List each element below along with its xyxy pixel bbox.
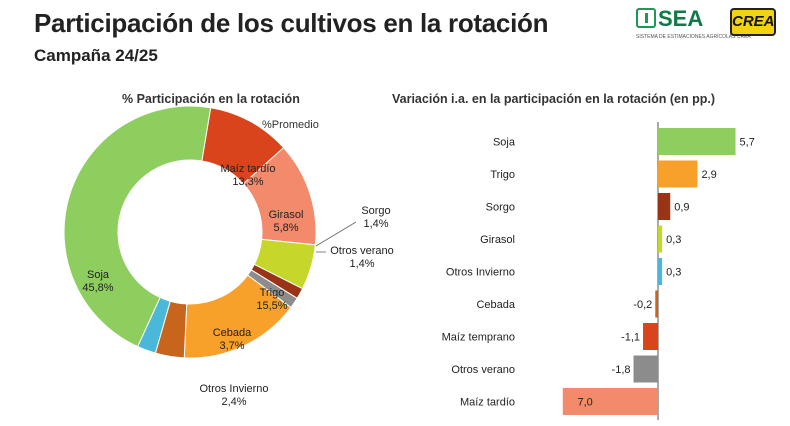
page-title: Participación de los cultivos en la rota… (34, 8, 549, 38)
bar-category-trigo: Trigo (490, 169, 515, 181)
bar-category-soja: Soja (493, 137, 516, 149)
bar-otros-invierno (658, 258, 663, 285)
bar-maiz-tardio (562, 388, 658, 415)
bar-otros-verano (633, 355, 658, 383)
donut-label-name-girasol: Girasol (269, 209, 304, 221)
bar-value-maiz-tardio: 7,0 (578, 397, 593, 409)
donut-label-value-otros-verano: 1,4% (349, 258, 374, 270)
bar-value-cebada: -0,2 (633, 299, 652, 311)
donut-label-value-sorgo: 1,4% (363, 218, 388, 230)
donut-label-name-cebada: Cebada (213, 327, 252, 339)
bar-trigo (658, 160, 698, 188)
crea-logo: CREA (730, 8, 776, 36)
bar-value-soja: 5,7 (740, 137, 755, 149)
donut-label-name-otros-verano: Otros verano (330, 245, 394, 257)
donut-label-value-maiz-tardio: 13,3% (232, 176, 263, 188)
donut-label-value-maiz-temprano: 10,7% (156, 165, 187, 177)
donut-label-value-trigo: 15,5% (256, 300, 287, 312)
bar-category-otros-invierno: Otros Invierno (446, 267, 515, 279)
bar-category-cebada: Cebada (476, 299, 515, 311)
bar-category-maiz-tardio: Maíz tardío (460, 397, 515, 409)
bar-maiz-temprano (643, 323, 658, 350)
donut-legend-note: %Promedio (262, 119, 319, 131)
bar-value-sorgo: 0,9 (674, 202, 689, 214)
bar-value-otros-invierno: 0,3 (666, 267, 681, 279)
donut-slice-soja (63, 105, 212, 348)
donut-chart: Maíztemprano10,7%Maíz tardío13,3%Girasol… (63, 105, 394, 408)
donut-label-value-cebada: 3,7% (219, 340, 244, 352)
bar-value-girasol: 0,3 (666, 234, 681, 246)
bar-value-otros-verano: -1,8 (612, 364, 631, 376)
bar-soja (658, 128, 736, 155)
bar-chart: Soja 5,7 Trigo 2,9 Sorgo 0,9 Girasol 0,3 Otros I… (442, 122, 755, 420)
bar-value-maiz-temprano: -1,1 (621, 332, 640, 344)
bar-chart-title: Variación i.a. en la participación en la… (392, 92, 715, 106)
bar-category-girasol: Girasol (480, 234, 515, 246)
page-subtitle: Campaña 24/25 (34, 46, 158, 65)
donut-label-value-otros-invierno: 2,4% (221, 396, 246, 408)
bar-category-maiz-temprano: Maíz temprano (442, 332, 515, 344)
donut-label-value-soja: 45,8% (82, 282, 113, 294)
donut-label-name-sorgo: Sorgo (361, 205, 390, 217)
sea-logo-icon (636, 8, 656, 28)
donut-label-name-otros-invierno: Otros Invierno (199, 383, 268, 395)
leader-line-sorgo (315, 221, 357, 247)
sea-logo-tagline: SISTEMA DE ESTIMACIONES AGRÍCOLAS CREA (636, 34, 751, 40)
sea-logo: SEA SISTEMA DE ESTIMACIONES AGRÍCOLAS CR… (636, 6, 751, 46)
bar-girasol (658, 225, 663, 253)
donut-chart-title: % Participación en la rotación (122, 92, 300, 106)
bar-cebada (655, 290, 658, 318)
bar-category-otros-verano: Otros verano (451, 364, 515, 376)
donut-label-name-soja: Soja (87, 269, 110, 281)
bar-sorgo (658, 193, 671, 220)
donut-label-value-girasol: 5,8% (273, 222, 298, 234)
donut-label-name-maiz-tardio: Maíz tardío (220, 163, 275, 175)
donut-label-name-trigo: Trigo (260, 287, 285, 299)
bar-value-trigo: 2,9 (701, 169, 716, 181)
sea-logo-word: SEA (658, 6, 704, 31)
bar-category-sorgo: Sorgo (486, 202, 515, 214)
